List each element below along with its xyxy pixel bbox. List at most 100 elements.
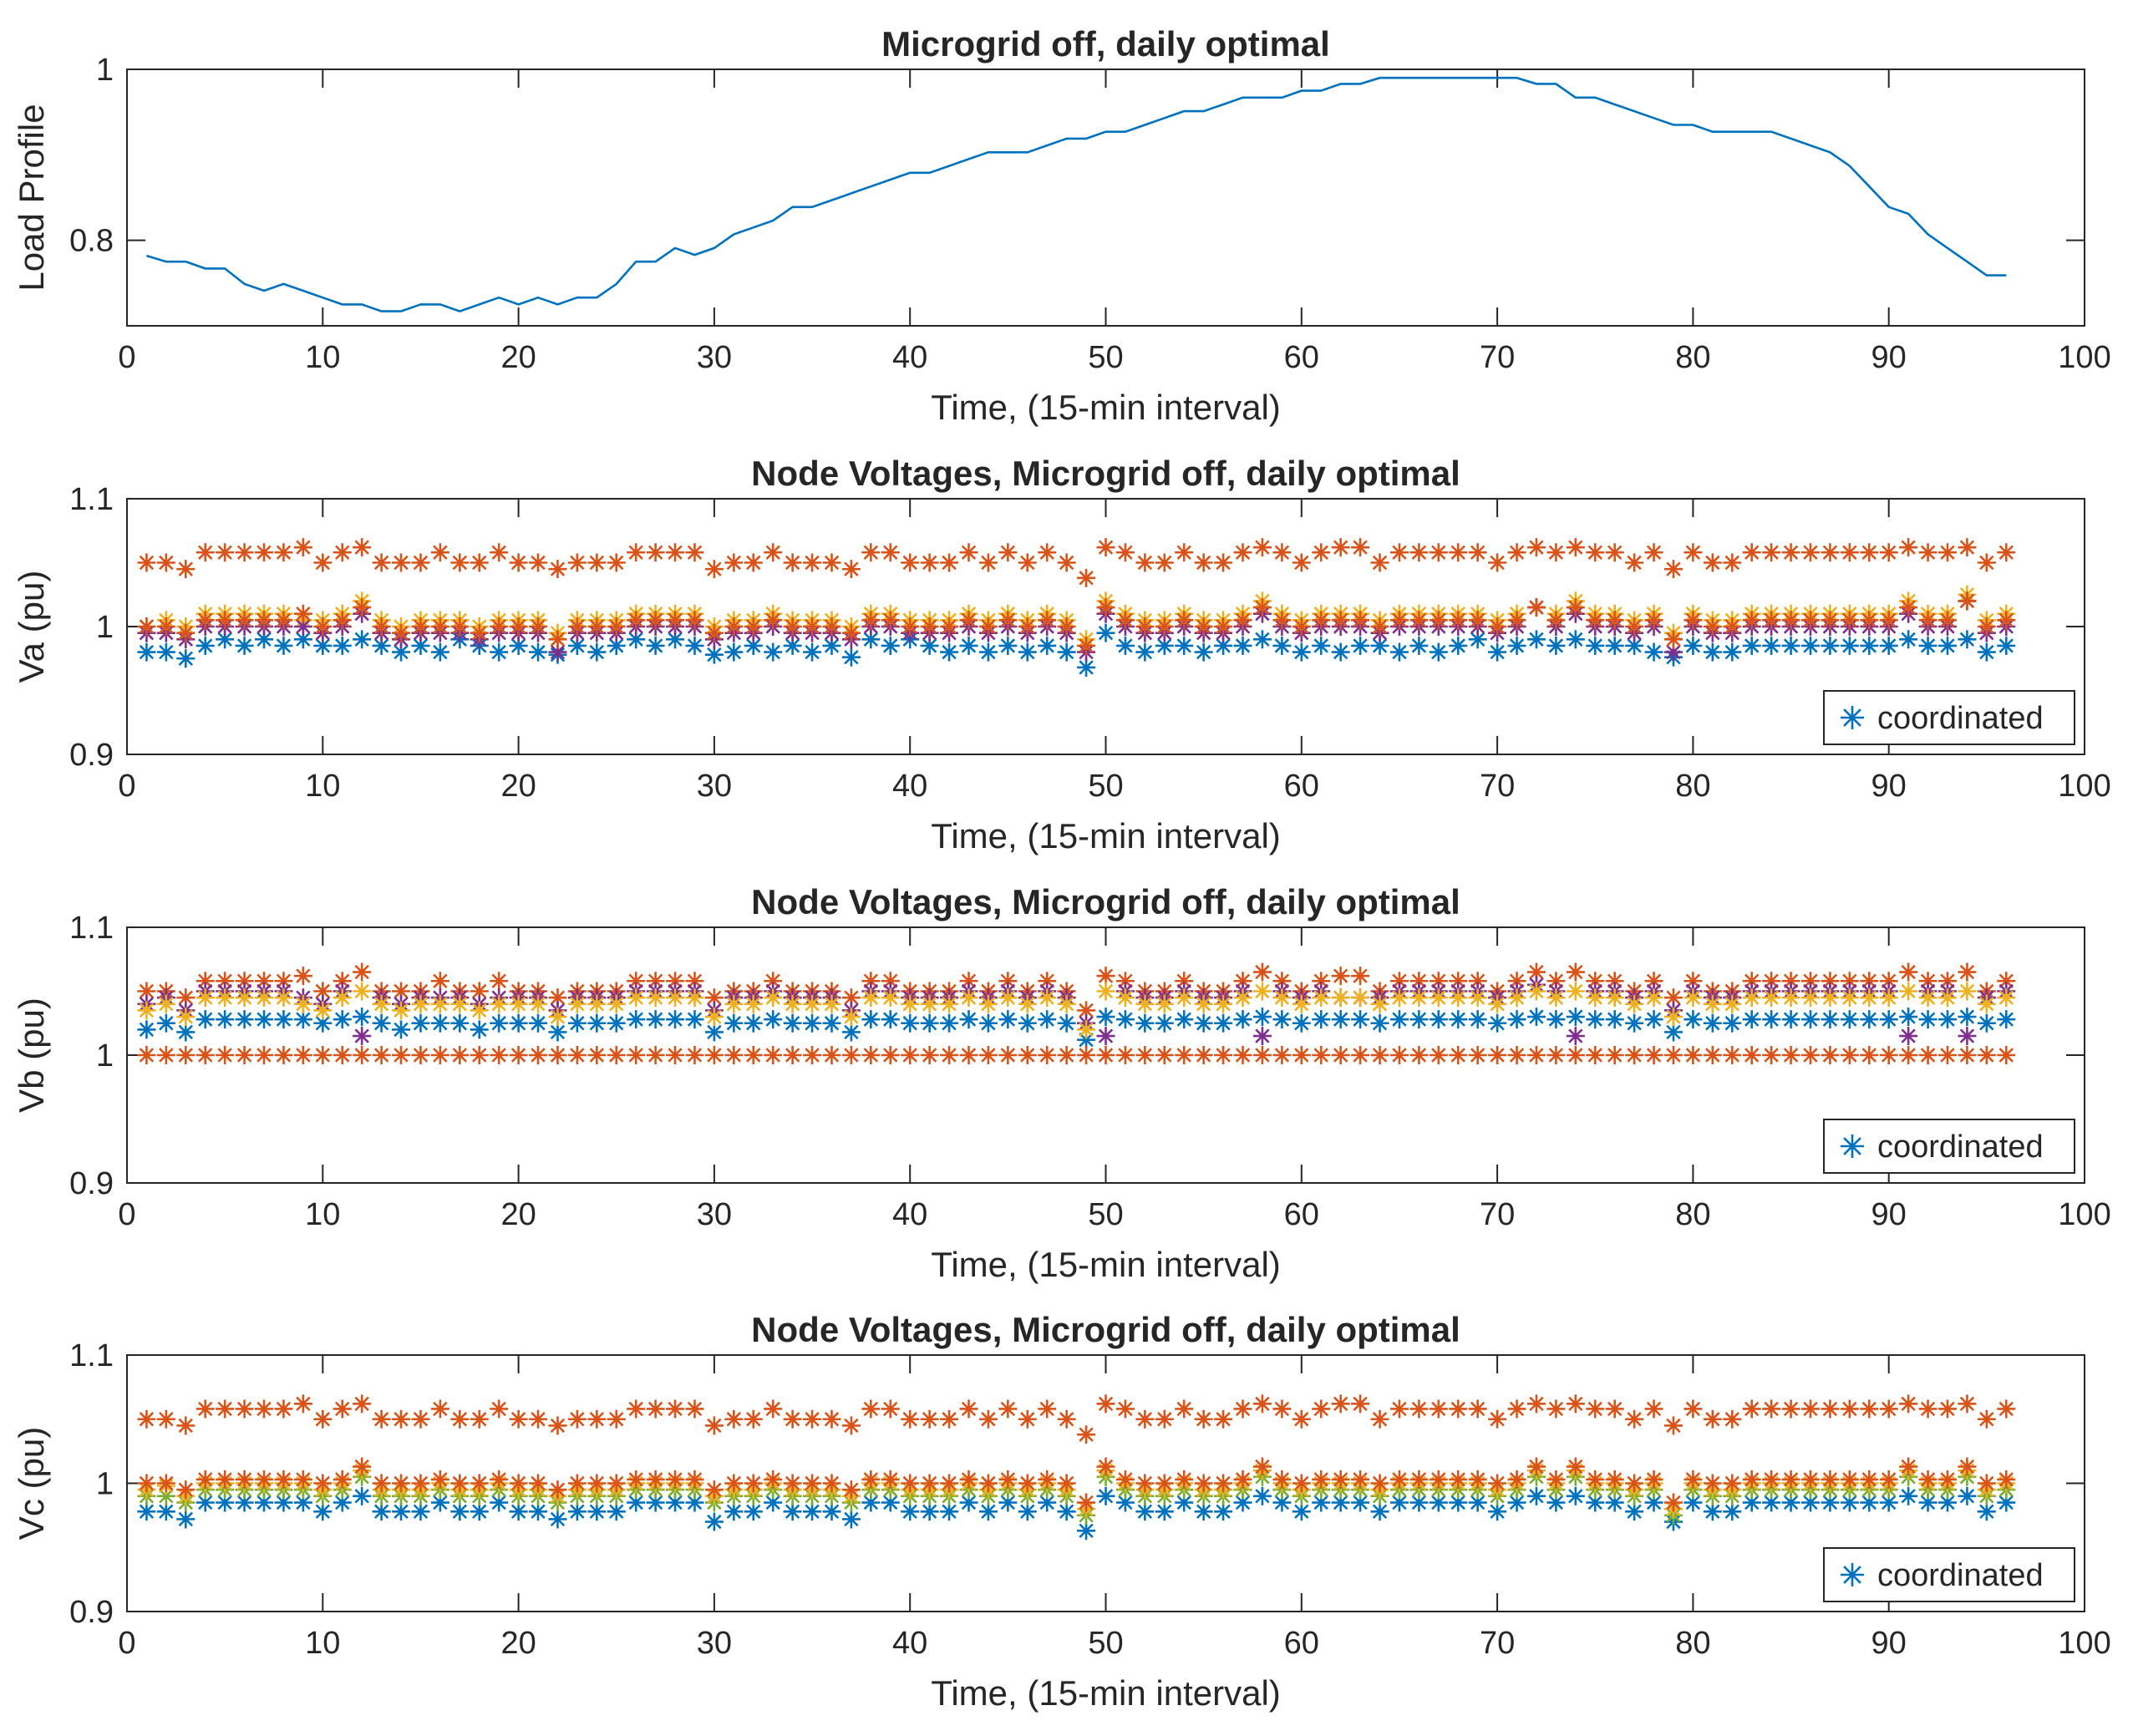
data-point bbox=[196, 1046, 215, 1064]
marker-stroke bbox=[1333, 968, 1348, 983]
data-point bbox=[627, 543, 646, 562]
data-point bbox=[372, 994, 391, 1013]
data-point bbox=[1252, 1008, 1272, 1027]
data-point bbox=[1449, 988, 1468, 1008]
data-point bbox=[1272, 1046, 1292, 1064]
data-point bbox=[764, 611, 783, 630]
data-point bbox=[1115, 1046, 1135, 1064]
y-tick-label: 1 bbox=[96, 1038, 114, 1074]
marker-stroke bbox=[1548, 973, 1564, 988]
marker-stroke bbox=[413, 638, 429, 653]
marker-stroke bbox=[1998, 1012, 2014, 1027]
data-point bbox=[1077, 657, 1096, 677]
marker-stroke bbox=[335, 638, 350, 653]
data-point bbox=[704, 988, 724, 1008]
marker-stroke bbox=[550, 990, 566, 1005]
data-point bbox=[1488, 617, 1507, 636]
data-point bbox=[646, 988, 665, 1008]
marker-stroke bbox=[1313, 638, 1328, 653]
marker-stroke bbox=[1196, 1016, 1211, 1031]
marker-stroke bbox=[472, 1022, 487, 1038]
marker-stroke bbox=[589, 1048, 605, 1063]
marker-stroke bbox=[1353, 1012, 1368, 1027]
data-point bbox=[1194, 642, 1213, 662]
marker-stroke bbox=[1607, 1012, 1623, 1027]
marker-stroke bbox=[1157, 1016, 1172, 1031]
marker-stroke bbox=[1079, 1032, 1094, 1048]
data-point bbox=[353, 962, 372, 982]
marker-stroke bbox=[1803, 545, 1818, 560]
marker-stroke bbox=[1000, 1048, 1016, 1063]
marker-stroke bbox=[961, 973, 977, 988]
marker-stroke bbox=[1998, 638, 2014, 653]
data-point bbox=[1644, 1046, 1663, 1064]
marker-stroke bbox=[1842, 973, 1857, 988]
data-point bbox=[861, 1046, 881, 1064]
data-point bbox=[490, 994, 509, 1013]
data-point bbox=[1331, 1010, 1350, 1029]
marker-stroke bbox=[139, 1003, 155, 1018]
data-point bbox=[1312, 1010, 1331, 1029]
marker-stroke bbox=[256, 545, 272, 560]
data-point bbox=[940, 994, 959, 1013]
marker-stroke bbox=[1764, 612, 1779, 628]
marker-stroke bbox=[1157, 638, 1172, 653]
data-point bbox=[1723, 1046, 1742, 1064]
marker-stroke bbox=[824, 555, 840, 571]
data-point bbox=[646, 1010, 665, 1029]
marker-stroke bbox=[1294, 644, 1309, 660]
data-point bbox=[744, 1013, 763, 1033]
data-point bbox=[470, 623, 489, 642]
data-point bbox=[1507, 1046, 1526, 1064]
marker-stroke bbox=[354, 632, 369, 647]
data-point bbox=[1135, 617, 1155, 636]
data-point bbox=[1272, 636, 1292, 655]
marker-stroke bbox=[1920, 638, 1936, 653]
data-point bbox=[274, 1046, 293, 1064]
marker-stroke bbox=[1529, 540, 1544, 555]
marker-stroke bbox=[315, 619, 330, 634]
series-node-b5 bbox=[137, 982, 2016, 1039]
marker-stroke bbox=[1842, 612, 1857, 628]
data-point bbox=[1331, 1046, 1350, 1064]
legend-label: coordinated bbox=[1877, 1129, 2044, 1165]
data-point bbox=[1840, 988, 1859, 1008]
marker-stroke bbox=[1568, 600, 1583, 615]
marker-stroke bbox=[707, 1048, 722, 1063]
data-point bbox=[1586, 611, 1605, 630]
marker-stroke bbox=[1294, 555, 1309, 571]
marker-stroke bbox=[981, 619, 996, 634]
data-point bbox=[1233, 1010, 1252, 1029]
marker-stroke bbox=[178, 1009, 193, 1024]
marker-stroke bbox=[1627, 997, 1642, 1012]
data-point bbox=[1605, 972, 1624, 991]
marker-stroke bbox=[1000, 612, 1016, 628]
data-point bbox=[1018, 642, 1037, 662]
marker-stroke bbox=[1313, 990, 1328, 1005]
data-point bbox=[430, 1013, 449, 1033]
marker-stroke bbox=[1568, 964, 1583, 980]
marker-stroke bbox=[1450, 1012, 1465, 1027]
marker-stroke bbox=[433, 997, 448, 1012]
data-point bbox=[881, 988, 900, 1008]
marker-stroke bbox=[1882, 638, 1897, 653]
marker-stroke bbox=[296, 619, 311, 634]
marker-stroke bbox=[1255, 1048, 1270, 1063]
marker-stroke bbox=[1392, 973, 1407, 988]
marker-stroke bbox=[1020, 619, 1035, 634]
marker-stroke bbox=[1372, 997, 1388, 1012]
data-point bbox=[137, 553, 156, 572]
marker-stroke bbox=[1529, 964, 1544, 980]
data-point bbox=[1233, 988, 1252, 1008]
marker-stroke bbox=[1529, 1009, 1544, 1024]
data-point bbox=[1175, 611, 1194, 630]
data-point bbox=[1899, 1027, 1918, 1046]
data-point bbox=[1879, 1010, 1898, 1029]
data-point bbox=[372, 617, 391, 636]
marker-stroke bbox=[1039, 990, 1054, 1005]
marker-stroke bbox=[373, 555, 389, 571]
marker-stroke bbox=[159, 555, 174, 571]
marker-stroke bbox=[531, 555, 546, 571]
data-point bbox=[685, 1046, 704, 1064]
marker-stroke bbox=[1392, 644, 1407, 660]
